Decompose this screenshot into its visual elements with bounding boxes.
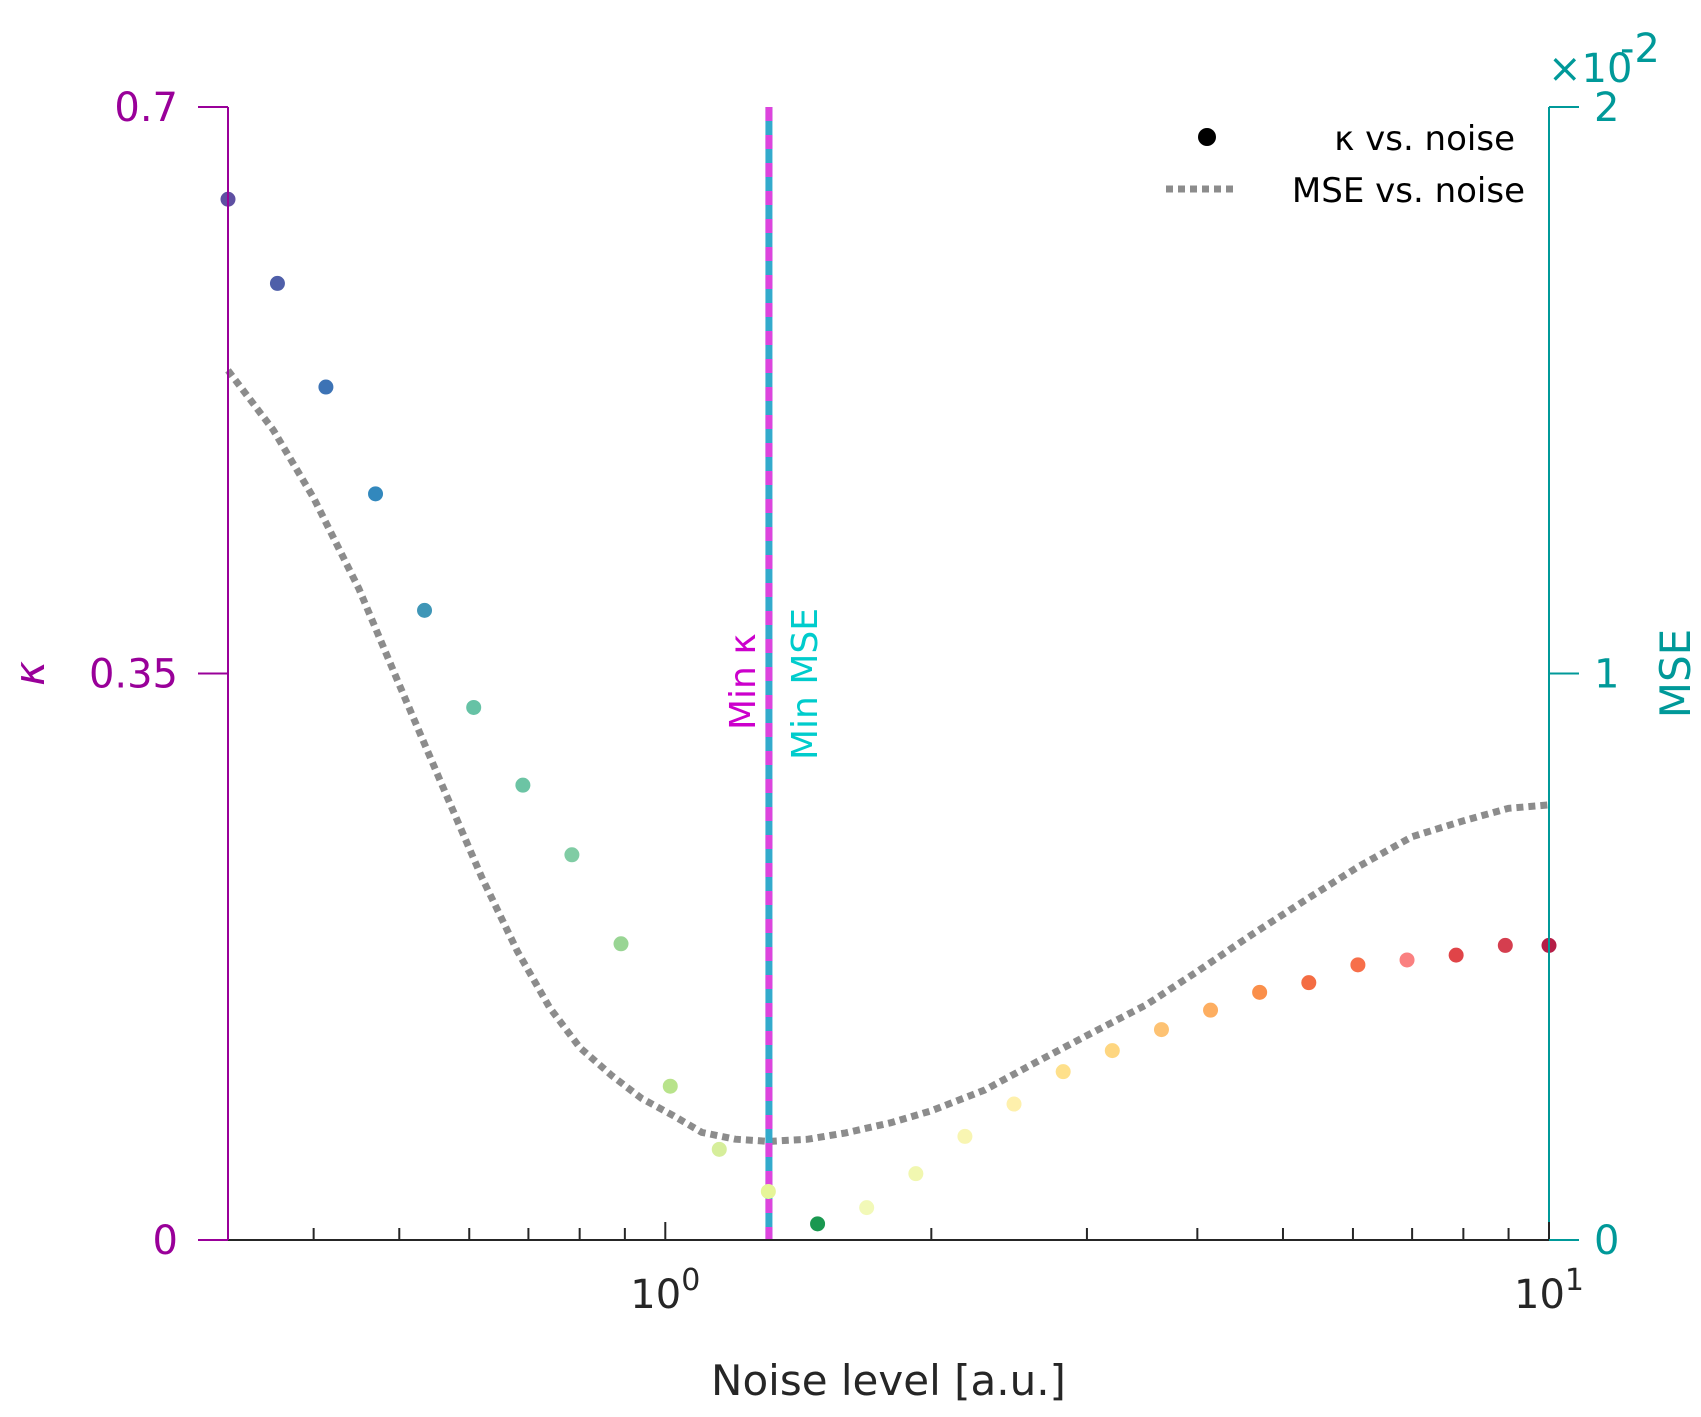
kappa-point <box>810 1216 826 1232</box>
y-right-tick-label: 2 <box>1594 85 1619 131</box>
kappa-point <box>1399 952 1415 968</box>
right-axis-multiplier: ×10 -2 <box>1548 26 1660 92</box>
plot-area <box>220 107 1557 1240</box>
kappa-point <box>564 847 580 863</box>
kappa-point <box>908 1166 924 1182</box>
mse-series-layer <box>225 368 1550 1145</box>
kappa-point <box>859 1200 875 1216</box>
min-mse-label: Min MSE <box>785 608 826 760</box>
kappa-point <box>760 1183 776 1199</box>
y-left-axis-title: κ <box>5 661 54 686</box>
kappa-point <box>1153 1022 1169 1038</box>
mse-line <box>225 368 1550 1145</box>
y-left-tick-label: 0.7 <box>114 85 178 131</box>
kappa-point <box>318 379 334 395</box>
y-right-tick-label: 1 <box>1594 652 1619 698</box>
min-kappa-label: Min κ <box>723 633 764 730</box>
x-tick-label: 101 <box>1514 1263 1584 1318</box>
kappa-point <box>1497 937 1513 953</box>
multiplier-base: ×10 <box>1548 46 1632 92</box>
y-right-tick-label: 0 <box>1594 1218 1619 1264</box>
kappa-point <box>1252 984 1268 1000</box>
kappa-point <box>1448 947 1464 963</box>
kappa-point <box>711 1141 727 1157</box>
y-left-tick-label: 0 <box>153 1218 178 1264</box>
kappa-point <box>417 602 433 618</box>
kappa-point <box>368 486 384 502</box>
multiplier-exponent: -2 <box>1620 26 1660 72</box>
legend-kappa-marker <box>1198 128 1216 146</box>
x-tick-label: 100 <box>630 1263 700 1318</box>
kappa-point <box>1104 1043 1120 1059</box>
kappa-point <box>1203 1002 1219 1018</box>
y-left-tick-label: 0.35 <box>89 652 178 698</box>
kappa-point <box>662 1078 678 1094</box>
kappa-point <box>613 936 629 952</box>
kappa-point <box>515 777 531 793</box>
kappa-point <box>957 1128 973 1144</box>
x-axis-title: Noise level [a.u.] <box>711 1356 1066 1405</box>
kappa-point <box>466 699 482 715</box>
legend-kappa-label: κ vs. noise <box>1334 119 1515 159</box>
kappa-point <box>1006 1096 1022 1112</box>
kappa-point <box>1055 1064 1071 1080</box>
y-right-axis-title: MSE <box>1651 629 1700 718</box>
kappa-point <box>1350 957 1366 973</box>
kappa-point <box>1301 975 1317 991</box>
legend: κ vs. noise MSE vs. noise <box>1166 119 1525 211</box>
legend-mse-label: MSE vs. noise <box>1292 171 1525 211</box>
kappa-series-layer <box>220 191 1557 1232</box>
kappa-point <box>269 275 285 291</box>
